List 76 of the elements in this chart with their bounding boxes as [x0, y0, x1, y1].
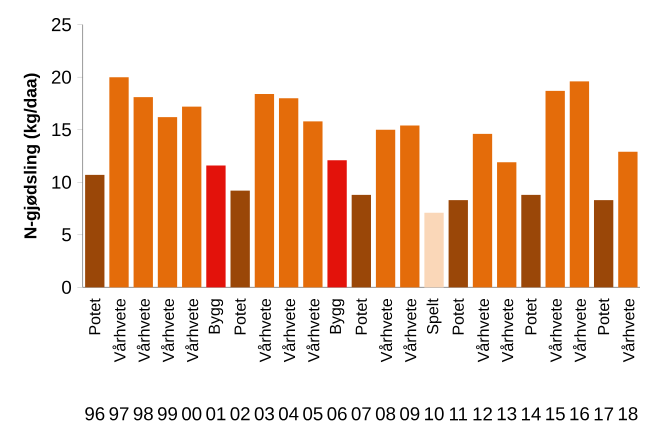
text: 13: [498, 407, 516, 420]
bar: [497, 162, 516, 288]
bar: [230, 190, 250, 288]
x-tick-label: Bygg: [330, 299, 344, 334]
text: 17: [594, 408, 614, 420]
text: 14: [522, 408, 541, 420]
bar: [546, 90, 565, 288]
bar: [182, 106, 202, 288]
text: 16: [570, 407, 589, 420]
x-tick-label: Vårhvete: [136, 298, 150, 362]
x-tick-label: Vårhvete: [500, 298, 514, 362]
y-tick-label: 0: [62, 280, 72, 294]
x-tick-label: Potet: [452, 298, 464, 334]
bar: [618, 152, 638, 288]
x-tick-label: Spelt: [426, 298, 442, 334]
x-tick-label: Vårhvete: [282, 298, 296, 362]
x-tick-label: Vårhvete: [476, 298, 490, 362]
x-tick-label: Potet: [525, 298, 537, 334]
x-tick-label: Vårhvete: [548, 298, 562, 362]
y-tick-label: 20: [52, 70, 72, 84]
text: 98: [134, 407, 153, 420]
y-tick-label: 10: [52, 176, 72, 189]
x-tick-label: Vårhvete: [185, 298, 198, 362]
x-tick-label: Vårhvete: [403, 298, 416, 362]
text: 96: [85, 407, 104, 420]
text: 00: [182, 407, 202, 420]
text: 15: [546, 407, 565, 420]
bar: [278, 98, 298, 288]
bar: [400, 126, 420, 288]
x-tick-label: Vårhvete: [379, 298, 392, 362]
text: 12: [474, 407, 492, 420]
x-tick-label: Potet: [598, 298, 610, 334]
bar: [134, 97, 153, 288]
text: 04: [278, 407, 298, 420]
bar: [303, 121, 323, 288]
x-tick-label: Vårhvete: [572, 298, 586, 362]
bar: [521, 194, 541, 288]
bar: [424, 212, 444, 288]
bar: [109, 77, 129, 288]
bar: [448, 200, 468, 288]
x-tick-label: Potet: [89, 298, 100, 334]
text: 03: [254, 407, 274, 420]
bar: [206, 165, 226, 288]
x-tick-label: Potet: [356, 298, 367, 334]
text: 99: [158, 407, 177, 420]
text: 97: [110, 407, 128, 420]
text: 01: [206, 407, 226, 420]
text: 07: [352, 407, 371, 420]
y-tick-label: 25: [52, 18, 71, 32]
bar: [254, 94, 274, 288]
x-tick-label: Vårhvete: [160, 298, 174, 362]
bar: [594, 200, 614, 288]
text: 09: [400, 407, 420, 420]
y-tick-label: 5: [62, 228, 71, 242]
text: 10: [425, 407, 444, 420]
text: 11: [450, 408, 468, 420]
bar: [376, 130, 396, 288]
bar: [85, 174, 104, 288]
bar: [327, 160, 347, 288]
x-tick-label: Vårhvete: [621, 298, 634, 362]
text: 06: [327, 407, 347, 420]
bar: [472, 134, 492, 288]
text: 02: [230, 407, 250, 420]
y-axis-title: N-gjødsling (kg/daa): [24, 74, 40, 238]
bar: [570, 81, 590, 288]
x-tick-label: Bygg: [208, 299, 224, 334]
text: 18: [618, 407, 638, 420]
x-tick-label: Vårhvete: [258, 298, 271, 362]
text: 05: [303, 407, 322, 420]
bar: [158, 117, 178, 288]
text: 08: [376, 407, 396, 420]
x-tick-label: Potet: [234, 298, 246, 334]
bar: [352, 194, 371, 288]
y-tick-label: 15: [52, 123, 71, 136]
x-tick-label: Vårhvete: [306, 298, 320, 362]
x-tick-label: Vårhvete: [112, 298, 126, 362]
